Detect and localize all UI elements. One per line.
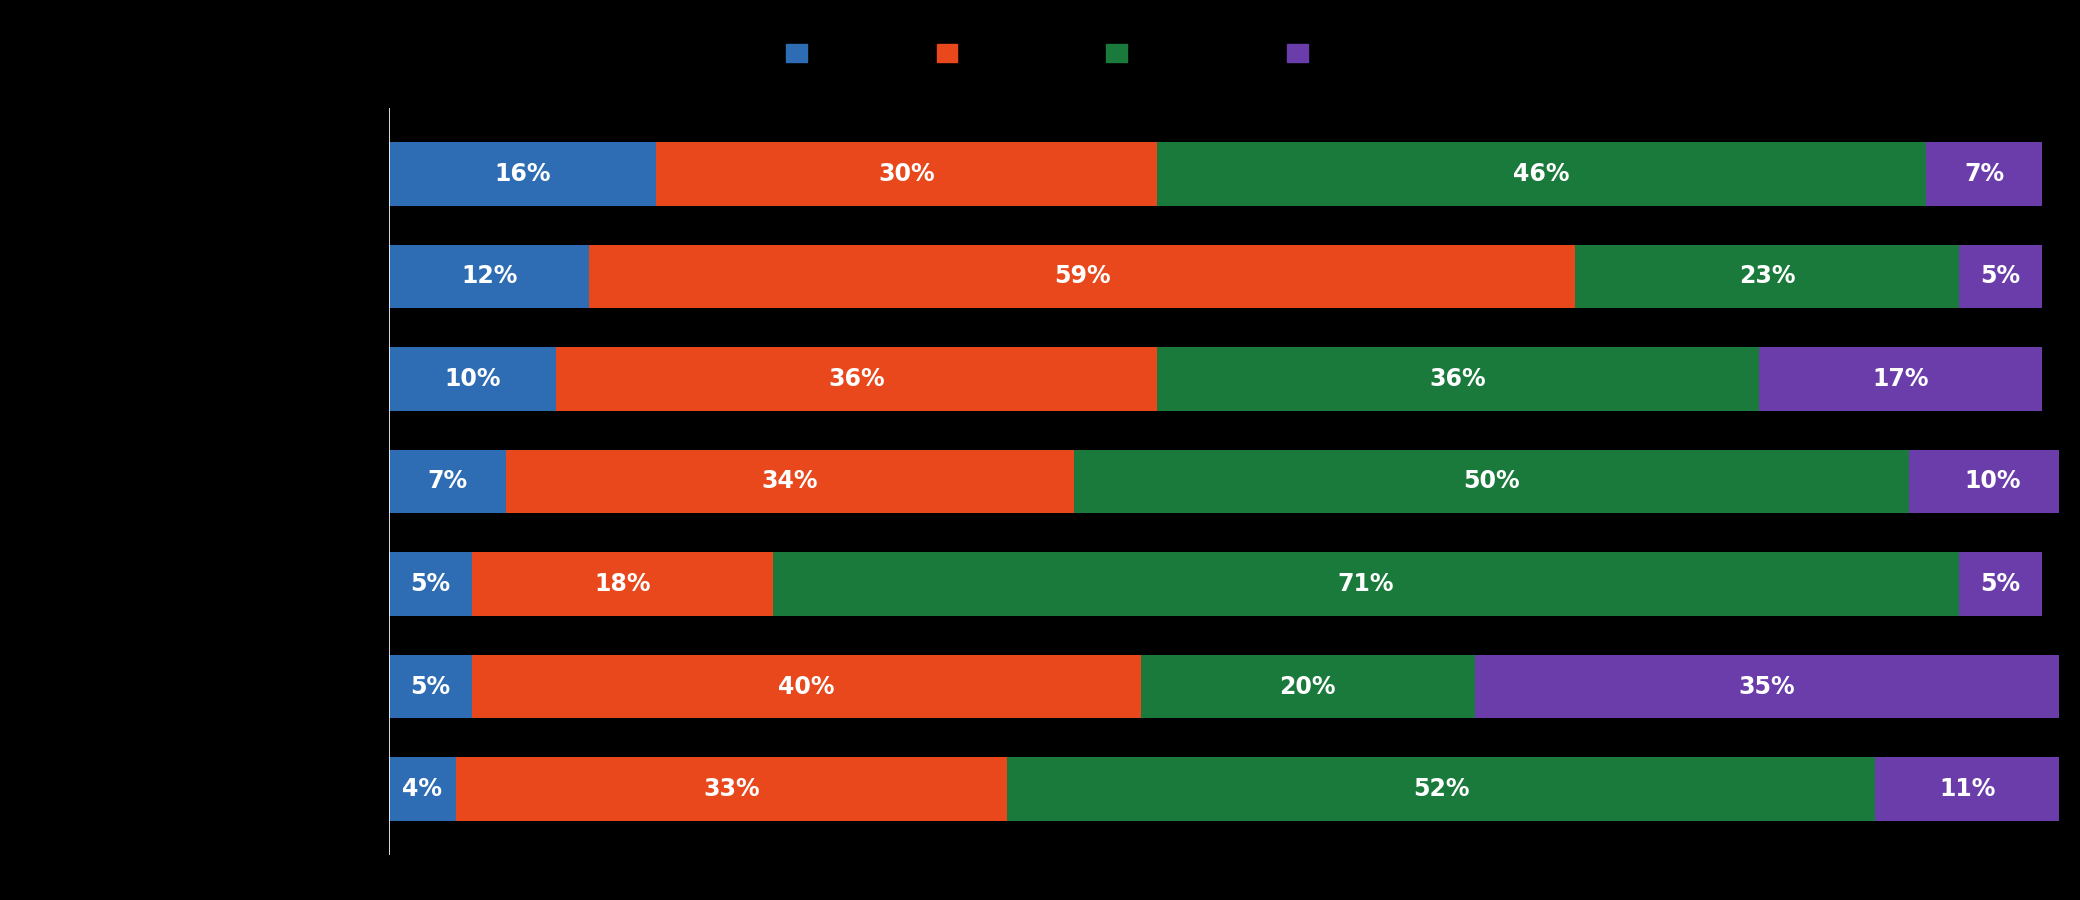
Text: 5%: 5%	[410, 572, 451, 596]
Text: 52%: 52%	[1412, 778, 1468, 801]
Bar	[389, 142, 655, 205]
Text: 18%: 18%	[595, 572, 651, 596]
Bar	[555, 347, 1156, 410]
Text: 7%: 7%	[426, 470, 468, 493]
Bar	[389, 450, 505, 513]
Bar	[774, 553, 1959, 616]
Bar	[389, 245, 589, 308]
Text: 20%: 20%	[1279, 675, 1335, 698]
Bar	[1575, 245, 1959, 308]
Bar	[1156, 142, 1926, 205]
Text: 12%: 12%	[462, 265, 518, 288]
Text: 7%: 7%	[1964, 162, 2005, 185]
Text: 11%: 11%	[1939, 778, 1995, 801]
Bar	[1073, 450, 1909, 513]
Bar	[1140, 655, 1475, 718]
Text: 30%: 30%	[878, 162, 936, 185]
Legend: Daglig, Ukentlig, Sjeldnere, Aldri: Daglig, Ukentlig, Sjeldnere, Aldri	[780, 38, 1373, 70]
Text: 34%: 34%	[761, 470, 817, 493]
Text: 36%: 36%	[1429, 367, 1487, 391]
Text: 17%: 17%	[1872, 367, 1928, 391]
Bar	[1007, 758, 1876, 821]
Text: 50%: 50%	[1462, 470, 1520, 493]
Text: 40%: 40%	[778, 675, 834, 698]
Bar	[1876, 758, 2059, 821]
Bar	[1758, 347, 2043, 410]
Bar	[389, 553, 472, 616]
Bar	[589, 245, 1575, 308]
Text: 59%: 59%	[1055, 265, 1111, 288]
Text: 16%: 16%	[495, 162, 551, 185]
Bar	[389, 758, 456, 821]
Text: 10%: 10%	[445, 367, 501, 391]
Bar	[1926, 142, 2043, 205]
Bar	[1959, 245, 2043, 308]
Bar	[655, 142, 1156, 205]
Text: 4%: 4%	[401, 778, 443, 801]
Bar	[472, 553, 774, 616]
Bar	[389, 347, 555, 410]
Bar	[389, 655, 472, 718]
Bar	[1156, 347, 1758, 410]
Text: 5%: 5%	[1980, 265, 2022, 288]
Text: 35%: 35%	[1739, 675, 1795, 698]
Text: 46%: 46%	[1512, 162, 1570, 185]
Text: 5%: 5%	[410, 675, 451, 698]
Bar	[1475, 655, 2059, 718]
Bar	[456, 758, 1007, 821]
Bar	[1959, 553, 2043, 616]
Bar	[1909, 450, 2076, 513]
Text: 33%: 33%	[703, 778, 759, 801]
Bar	[472, 655, 1140, 718]
Bar	[505, 450, 1073, 513]
Text: 10%: 10%	[1964, 470, 2020, 493]
Text: 5%: 5%	[1980, 572, 2022, 596]
Text: 36%: 36%	[828, 367, 884, 391]
Text: 23%: 23%	[1739, 265, 1795, 288]
Text: 71%: 71%	[1337, 572, 1394, 596]
